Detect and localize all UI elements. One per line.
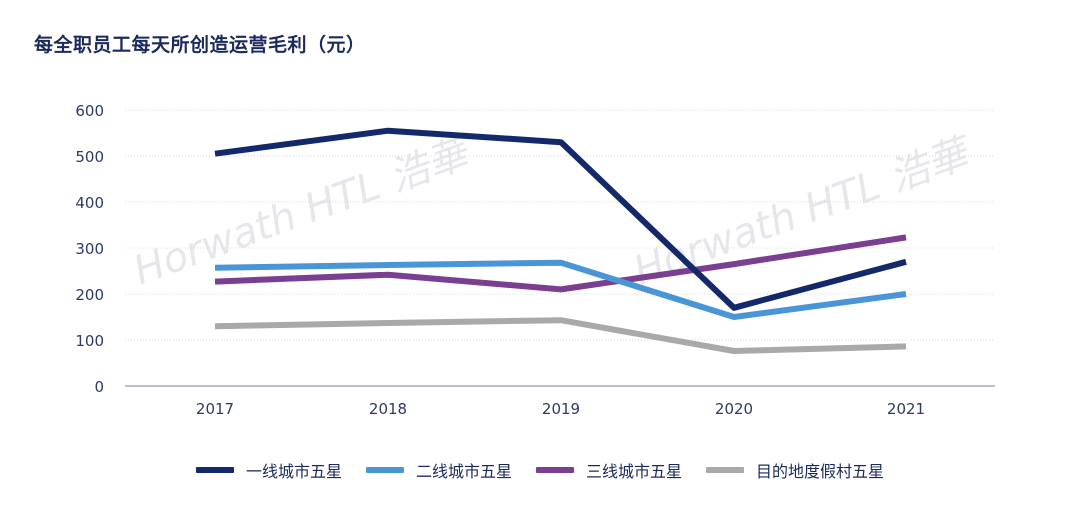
legend-swatch: [195, 467, 234, 473]
x-tick-label: 2017: [196, 400, 234, 418]
legend-label: 目的地度假村五星: [756, 462, 885, 481]
legend-swatch: [536, 467, 574, 473]
y-tick-label: 300: [75, 240, 104, 258]
legend-label: 二线城市五星: [415, 462, 512, 481]
y-tick-label: 400: [75, 194, 104, 212]
y-tick-label: 0: [94, 378, 104, 396]
legend-label: 三线城市五星: [586, 462, 683, 481]
legend-item-0: 一线城市五星: [195, 458, 342, 482]
x-tick-label: 2019: [542, 400, 580, 418]
x-tick-label: 2018: [369, 400, 407, 418]
legend: 一线城市五星 二线城市五星 三线城市五星 目的地度假村五星: [0, 458, 1080, 482]
legend-item-2: 三线城市五星: [536, 458, 682, 482]
series-line-0: [214, 127, 907, 311]
x-tick-label: 2021: [887, 400, 925, 418]
series-line-2: [214, 234, 907, 293]
legend-swatch: [365, 467, 404, 473]
legend-label: 一线城市五星: [245, 462, 342, 481]
series-line-3: [214, 317, 907, 354]
axes: 0 100 200 300 400 500 600 2017 2018 2019 2020 2021: [75, 102, 995, 418]
y-tick-label: 600: [75, 102, 104, 120]
y-tick-label: 500: [75, 148, 104, 166]
series-line-1: [214, 259, 907, 320]
chart-title: 每全职员工每天所创造运营毛利（元）: [34, 34, 366, 56]
legend-item-3: 目的地度假村五星: [706, 458, 884, 482]
y-tick-label: 100: [75, 332, 104, 350]
series-lines: [214, 127, 907, 354]
y-tick-label: 200: [75, 286, 104, 304]
gridlines: [125, 109, 995, 341]
x-tick-label: 2020: [715, 400, 753, 418]
watermark-text-0: Horwath HTL 浩華: [128, 129, 480, 294]
legend-swatch: [706, 467, 745, 473]
legend-item-1: 二线城市五星: [365, 458, 512, 482]
